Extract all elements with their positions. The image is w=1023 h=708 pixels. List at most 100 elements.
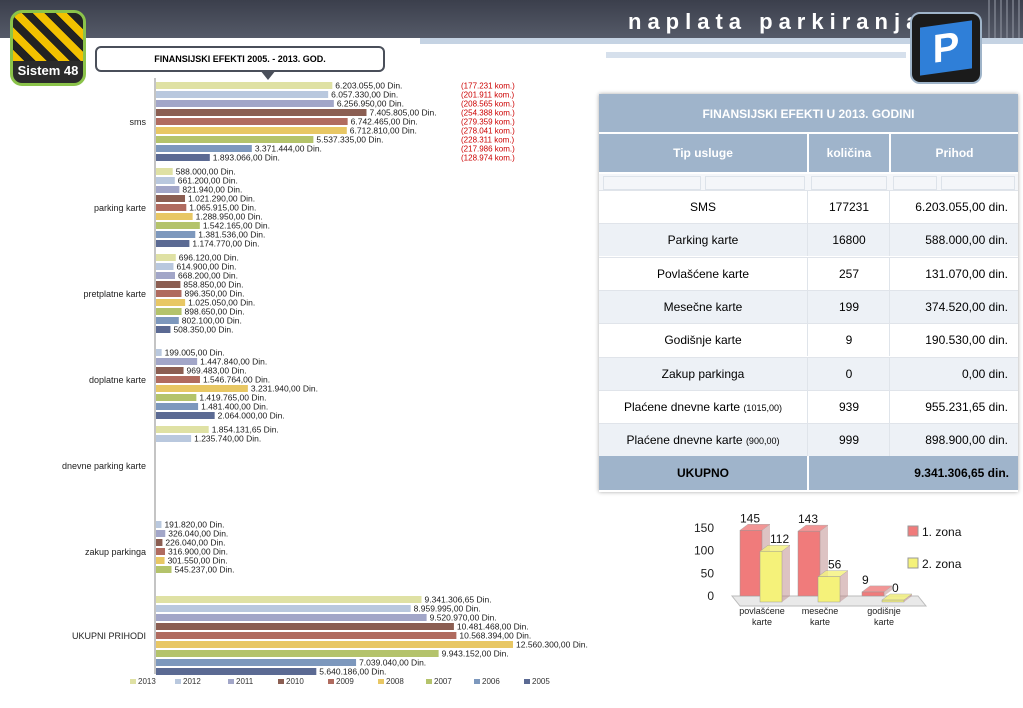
top-bar — [0, 0, 1023, 38]
zone-category-label: karte — [810, 617, 830, 627]
category-label: zakup parkinga — [85, 547, 146, 557]
bar-2007 — [156, 222, 200, 229]
bar-2008 — [156, 641, 513, 648]
bar-2010 — [156, 367, 184, 374]
bar-value-label: 2.064.000,00 Din. — [218, 411, 285, 421]
table-row: Plaćene dnevne karte (1015,00) 939 955.231… — [599, 389, 1018, 423]
cell-income: 588.000,00 din. — [925, 233, 1008, 248]
header-service-type: Tip usluge — [673, 146, 733, 160]
legend-swatch — [426, 679, 432, 684]
bar-2011 — [156, 530, 166, 537]
bar-2006 — [156, 231, 196, 238]
bar-2010 — [156, 623, 454, 630]
bar-2008 — [156, 299, 186, 306]
bar-value-label: 858.850,00 Din. — [183, 280, 243, 290]
cell-service-type: Plaćene dnevne karte (900,00) — [626, 433, 780, 448]
bar-value-label: 6.203.055,00 Din. — [335, 81, 402, 91]
table-header-row: Tip usluge količina Prihod — [599, 134, 1018, 172]
y-tick-label: 100 — [694, 544, 714, 558]
legend-label: 2006 — [482, 677, 500, 686]
table-spacer-row — [599, 174, 1018, 192]
zone-bar-value: 145 — [740, 511, 760, 525]
bar-value-label: 6.057.330,00 Din. — [331, 90, 398, 100]
header-quantity: količina — [826, 146, 872, 160]
legend-swatch — [278, 679, 284, 684]
zone-legend-swatch — [907, 557, 919, 569]
bar-2013 — [156, 596, 422, 603]
zone-legend-label: 1. zona — [922, 525, 962, 539]
category-label: UKUPNI PRIHODI — [72, 631, 146, 641]
bar-value-label: 7.405.805,00 Din. — [369, 108, 436, 118]
bar-2009 — [156, 632, 457, 639]
parking-sign: P — [920, 20, 972, 76]
zone-bar — [797, 530, 821, 597]
cell-quantity: 0 — [845, 366, 853, 381]
sms-count-annotation: (279.359 kom.) — [461, 118, 515, 127]
bar-value-label: 12.560.300,00 Din. — [516, 640, 588, 650]
bar-value-label: 226.040,00 Din. — [165, 538, 225, 548]
sms-count-annotation: (208.565 kom.) — [461, 100, 515, 109]
cell-quantity: 257 — [838, 266, 860, 281]
parking-icon: P — [910, 12, 982, 84]
bar-value-label: 5.640.186,00 Din. — [319, 667, 386, 677]
bar-value-label: 1.174.770,00 Din. — [192, 239, 259, 249]
sms-count-annotation: (278.041 kom.) — [461, 127, 515, 136]
bar-value-label: 1.481.400,00 Din. — [201, 402, 268, 412]
cell-quantity: 999 — [838, 433, 860, 448]
cell-service-type: SMS — [689, 200, 716, 214]
table-row: Parking karte 16800 588.000,00 din. — [599, 223, 1018, 257]
bar-value-label: 668.200,00 Din. — [178, 271, 238, 281]
sms-count-annotation: (254.388 kom.) — [461, 109, 515, 118]
zone-bar-value: 0 — [892, 581, 899, 595]
bar-value-label: 1.381.536,00 Din. — [198, 230, 265, 240]
zone-legend-swatch — [907, 525, 919, 537]
category-label: sms — [130, 117, 147, 127]
bar-value-label: 1.288.950,00 Din. — [196, 212, 263, 222]
bar-2010 — [156, 195, 186, 202]
financial-table: FINANSIJSKI EFEKTI U 2013. GODINI Tip us… — [599, 94, 1018, 492]
cell-service-type: Mesečne karte — [663, 299, 743, 314]
bar-value-label: 969.483,00 Din. — [187, 366, 247, 376]
sistem48-logo: Sistem 48 — [10, 10, 86, 86]
header-income: Prihod — [935, 146, 974, 160]
legend-label: 2005 — [532, 677, 550, 686]
zone-bar — [739, 530, 763, 597]
bar-2009 — [156, 290, 182, 297]
bar-2006 — [156, 317, 179, 324]
category-label: doplatne karte — [89, 375, 146, 385]
table-total-row: UKUPNO 9.341.306,65 din. — [599, 456, 1018, 490]
legend-label: 2011 — [236, 677, 254, 686]
bar-value-label: 7.039.040,00 Din. — [359, 658, 426, 668]
bar-2007 — [156, 308, 182, 315]
bar-2012 — [156, 521, 162, 528]
bar-2012 — [156, 91, 329, 98]
bar-2008 — [156, 213, 193, 220]
bar-2011 — [156, 186, 180, 193]
cell-quantity: 939 — [838, 399, 860, 414]
logo-graphic — [13, 13, 83, 61]
bar-2005 — [156, 240, 190, 247]
total-label: UKUPNO — [676, 466, 729, 480]
legend-swatch — [130, 679, 136, 684]
bar-value-label: 614.900,00 Din. — [176, 262, 236, 272]
bar-value-label: 326.040,00 Din. — [168, 529, 228, 539]
bar-2010 — [156, 109, 367, 116]
bar-2007 — [156, 650, 439, 657]
cell-quantity: 16800 — [832, 233, 866, 248]
bar-2005 — [156, 412, 215, 419]
bar-value-label: 1.546.764,00 Din. — [203, 375, 270, 385]
bar-2010 — [156, 281, 181, 288]
bar-2007 — [156, 136, 314, 143]
page-title: naplata parkiranja — [628, 9, 925, 34]
y-tick-label: 150 — [694, 521, 714, 535]
bar-value-label: 5.537.335,00 Din. — [316, 135, 383, 145]
sms-count-annotation: (177.231 kom.) — [461, 82, 515, 91]
zone-category-label: karte — [874, 617, 894, 627]
cell-service-type: Godišnje karte — [664, 333, 742, 348]
bar-2009 — [156, 118, 348, 125]
bar-2009 — [156, 376, 200, 383]
bar-value-label: 696.120,00 Din. — [179, 253, 239, 263]
bar-value-label: 1.065.915,00 Din. — [189, 203, 256, 213]
bar-2008 — [156, 557, 165, 564]
cell-income: 0,00 din. — [961, 366, 1008, 381]
